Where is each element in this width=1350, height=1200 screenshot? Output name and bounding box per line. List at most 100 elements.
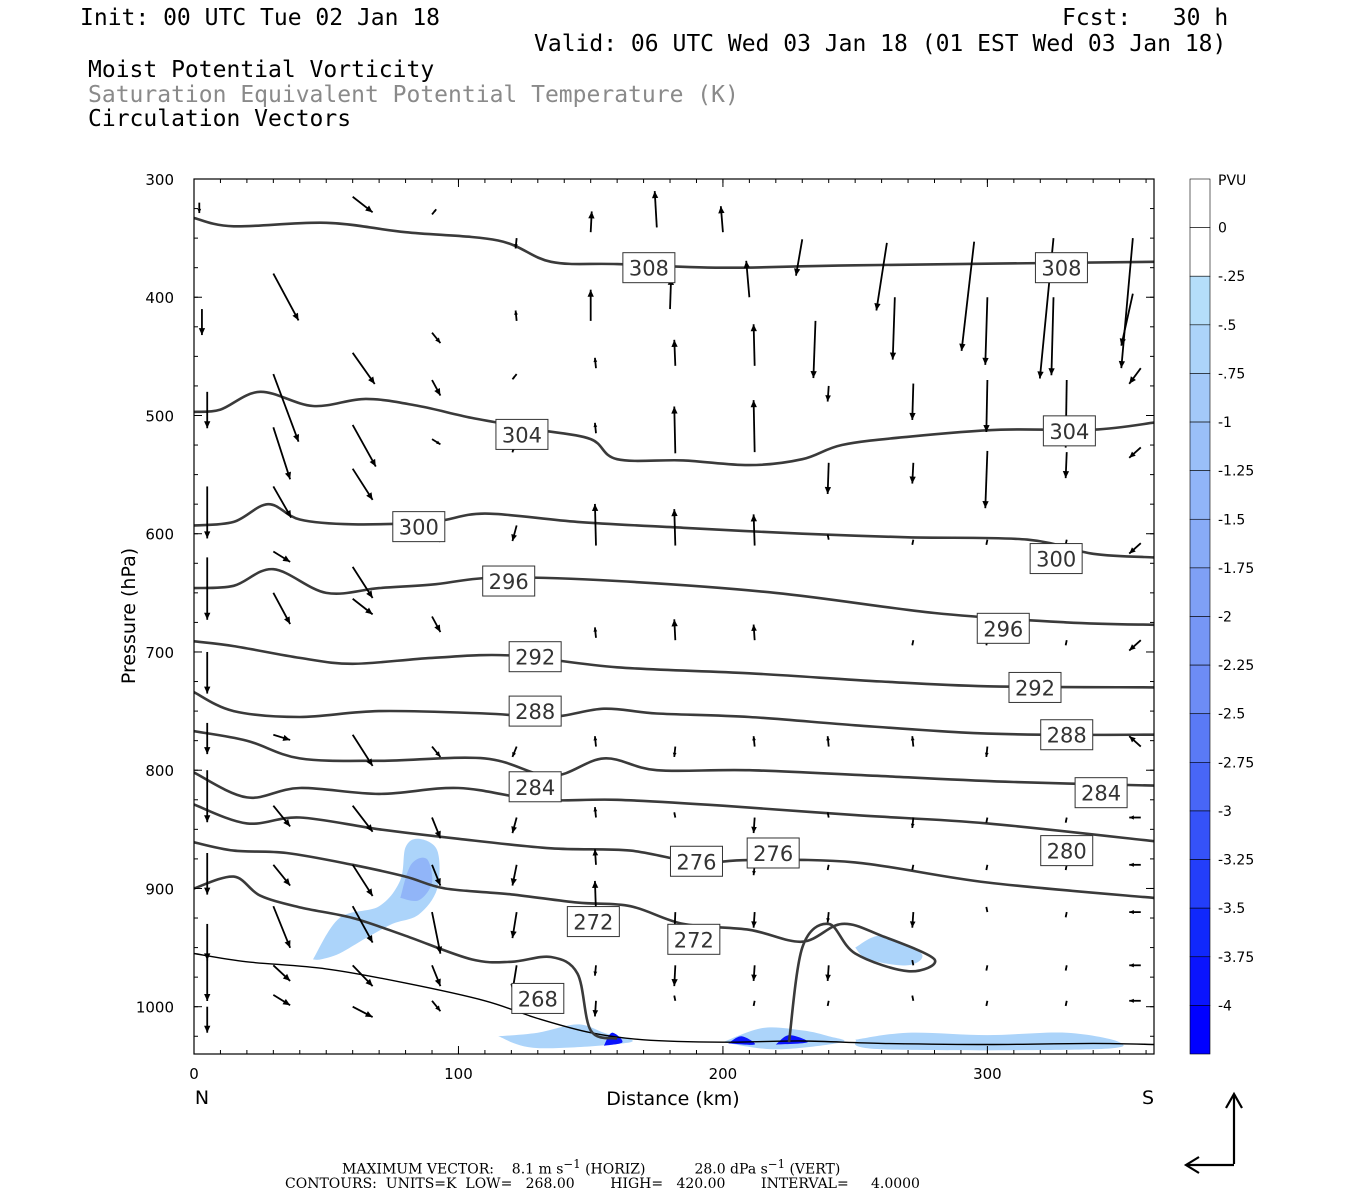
circulation-vector: [826, 812, 830, 818]
colorbar-unit: PVU: [1218, 173, 1246, 189]
circulation-vector: [1129, 815, 1141, 820]
circulation-vector: [909, 912, 916, 928]
colorbar-label: -4: [1218, 998, 1232, 1014]
circulation-vector: [825, 965, 831, 981]
circulation-vector: [431, 616, 442, 633]
circulation-vector: [593, 357, 598, 369]
x-tick-label: 100: [444, 1065, 473, 1083]
circulation-vector: [1062, 452, 1070, 479]
colorbar-swatch: [1189, 810, 1211, 860]
circulation-vector: [351, 468, 374, 501]
circulation-vector: [204, 557, 211, 620]
pv-region: [313, 838, 440, 960]
circulation-vector: [718, 206, 725, 233]
svg-text:284: 284: [1081, 782, 1121, 806]
theta-contour-276: [194, 803, 1154, 900]
contour-label: 292: [1008, 671, 1062, 703]
circulation-vector: [671, 509, 678, 546]
circulation-vector: [750, 400, 757, 453]
circulation-vector: [272, 905, 291, 949]
circulation-vector: [593, 627, 598, 638]
plot-frame: [193, 178, 1155, 1055]
colorbar-swatch: [1189, 762, 1211, 812]
contour-label: 268: [511, 982, 565, 1014]
colorbar-swatch: [1189, 324, 1211, 374]
circulation-vector: [1128, 542, 1142, 555]
svg-text:288: 288: [1047, 724, 1087, 748]
circulation-vector: [671, 339, 678, 366]
colorbar-label: -2.75: [1218, 755, 1254, 771]
colorbar-swatch: [1189, 907, 1211, 958]
circulation-vector: [911, 639, 915, 646]
colorbar-label: -.25: [1218, 269, 1245, 285]
svg-text:304: 304: [502, 423, 542, 447]
title-pv: Moist Potential Vorticity: [88, 57, 435, 83]
x-axis-label: Distance (km): [606, 1088, 739, 1110]
circulation-vector: [592, 849, 599, 865]
theta-contour-304: [194, 390, 1154, 467]
circulation-vector: [673, 995, 677, 1001]
circulation-vector: [1119, 293, 1134, 346]
colorbar-swatch: [1189, 567, 1211, 617]
circulation-vector: [985, 906, 989, 913]
colorbar-swatch: [1189, 470, 1211, 520]
svg-text:304: 304: [1049, 420, 1089, 444]
circulation-vector: [1064, 639, 1068, 646]
circulation-vector: [751, 624, 757, 641]
circulation-vector: [752, 736, 756, 747]
circulation-vector: [593, 965, 598, 976]
valid-time: Valid: 06 UTC Wed 03 Jan 18 (01 EST Wed …: [534, 31, 1227, 57]
reference-vector: [1183, 1091, 1243, 1174]
circulation-vector: [1064, 965, 1068, 971]
circulation-vector: [351, 805, 374, 833]
circulation-vector: [351, 566, 374, 599]
circulation-vector: [651, 191, 659, 228]
circulation-vector: [911, 864, 915, 871]
circulation-vector: [910, 736, 915, 747]
circulation-vector: [591, 503, 599, 546]
theta-contour-284: [194, 729, 1154, 787]
circulation-vector: [352, 196, 374, 214]
circulation-vector: [272, 994, 291, 1007]
circulation-vector: [204, 1006, 211, 1033]
theta-contour-300: [194, 502, 1154, 559]
circulation-vector: [889, 297, 897, 360]
svg-text:308: 308: [1041, 257, 1081, 281]
circulation-vector: [511, 817, 518, 834]
circulation-vector: [672, 746, 677, 758]
colorbar-swatch: [1189, 713, 1211, 763]
svg-text:272: 272: [674, 928, 714, 952]
svg-text:296: 296: [489, 570, 529, 594]
circulation-vector: [272, 805, 291, 828]
circulation-vector: [671, 965, 678, 987]
theta-contour-292: [194, 640, 1154, 689]
circulation-vector: [1129, 998, 1141, 1003]
contour-label: 276: [746, 837, 800, 869]
circulation-vector: [351, 424, 377, 467]
circulation-vector: [671, 406, 678, 454]
circulation-vector: [1118, 238, 1134, 369]
colorbar-swatch: [1189, 664, 1211, 715]
svg-text:292: 292: [515, 646, 555, 670]
circulation-vector: [826, 736, 830, 747]
contour-label: 272: [566, 906, 620, 938]
contour-label: 304: [495, 418, 549, 450]
contour-label: 276: [669, 845, 723, 877]
circulation-vector: [826, 912, 830, 923]
circulation-vector: [1128, 367, 1142, 385]
circulation-vector: [985, 864, 989, 871]
contour-label: 296: [482, 565, 536, 597]
y-tick-label: 900: [145, 880, 174, 898]
contour-label: 280: [1040, 835, 1094, 867]
circulation-vector: [826, 864, 830, 871]
circulation-vector: [810, 320, 817, 379]
circulation-vector: [198, 309, 206, 336]
circulation-vector: [431, 1000, 442, 1012]
circulation-vector: [431, 911, 443, 954]
pv-region: [498, 1024, 633, 1049]
svg-text:276: 276: [676, 850, 716, 874]
south-label: S: [1142, 1087, 1154, 1109]
colorbar-label: -3.75: [1218, 950, 1254, 966]
theta-contour-272: [194, 841, 937, 1043]
circulation-vector: [593, 736, 598, 747]
